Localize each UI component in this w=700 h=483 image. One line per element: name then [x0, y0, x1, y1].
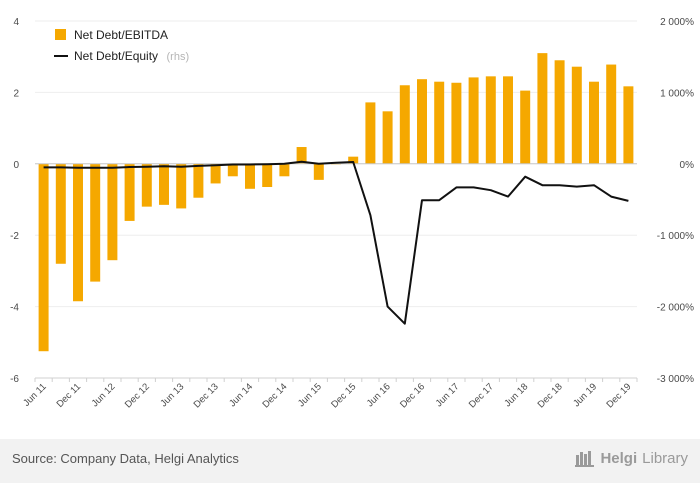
x-tick-label: Dec 11: [55, 381, 84, 410]
bar: [537, 53, 548, 164]
y-right-tick-label: -3 000%: [657, 374, 694, 385]
bar: [193, 163, 204, 198]
x-tick-label: Jun 12: [90, 381, 118, 409]
legend-label-bar: Net Debt/EBITDA: [74, 28, 168, 42]
x-tick-label: Dec 13: [192, 381, 221, 410]
y-axis-left: 4 2 0 -2 -4 -6: [10, 17, 19, 385]
bar: [434, 81, 445, 164]
series-line: [43, 160, 629, 325]
bar: [571, 66, 582, 164]
legend-swatch-bar: [55, 29, 66, 40]
y-right-tick-label: -2 000%: [657, 303, 694, 314]
bar: [73, 163, 83, 302]
bar: [348, 156, 359, 164]
y-axis-right: 2 000% 1 000% 0% -1 000% -2 000% -3 000%: [657, 17, 694, 385]
bar: [468, 77, 479, 164]
x-tick-label: Jun 18: [502, 381, 530, 409]
bar: [262, 163, 273, 188]
y-right-tick-label: 2 000%: [660, 17, 694, 28]
bar: [417, 79, 427, 164]
legend-label-line-group: Net Debt/Equity (rhs): [74, 47, 189, 64]
y-left-tick-label: -4: [10, 303, 19, 314]
x-tick-label: Dec 12: [123, 381, 152, 410]
bar: [589, 81, 599, 164]
bar: [606, 64, 617, 164]
bar: [38, 163, 49, 352]
bar: [520, 90, 531, 164]
legend-label-line: Net Debt/Equity: [74, 49, 158, 63]
bar: [279, 163, 290, 177]
bar: [296, 147, 307, 164]
bar: [382, 111, 393, 164]
bar: [124, 163, 135, 221]
y-right-tick-label: 1 000%: [660, 88, 694, 99]
brand-logo: Helgi Library: [575, 449, 688, 467]
line-series: [43, 160, 629, 325]
y-left-tick-label: 4: [13, 17, 19, 28]
brand-helgi: Helgi: [600, 449, 638, 467]
y-right-tick-label: -1 000%: [657, 231, 694, 242]
bar: [554, 60, 565, 164]
legend-label-line-note: (rhs): [167, 51, 190, 63]
x-tick-label: Dec 15: [329, 381, 358, 410]
bar: [159, 163, 169, 205]
bar: [176, 163, 187, 209]
library-books-icon: [575, 451, 595, 467]
x-tick-label: Jun 14: [227, 381, 255, 409]
x-tick-label: Jun 13: [158, 381, 186, 409]
bar: [623, 86, 634, 164]
x-tick-label: Dec 18: [536, 381, 565, 410]
x-tick-label: Dec 17: [467, 381, 496, 410]
x-tick-label: Jun 16: [365, 381, 393, 409]
bar: [313, 163, 324, 180]
footer: Source: Company Data, Helgi Analytics He…: [0, 439, 700, 483]
x-tick-label: Jun 19: [571, 381, 599, 409]
x-tick-label: Jun 17: [434, 381, 462, 409]
bar-series: [38, 53, 634, 352]
bar: [245, 163, 255, 189]
bar: [55, 163, 66, 264]
x-tick-label: Dec 19: [604, 381, 633, 410]
x-axis: Jun 11 Dec 11 Jun 12 Dec 12 Jun 13 Dec 13 Jun …: [21, 377, 638, 410]
y-left-tick-label: 0: [13, 160, 19, 171]
bar: [107, 163, 118, 261]
x-tick-label: Dec 16: [398, 381, 427, 410]
legend: Net Debt/EBITDA Net Debt/Equity (rhs): [54, 28, 189, 64]
bar: [210, 163, 221, 184]
bar: [485, 76, 496, 164]
bar: [365, 102, 376, 164]
y-left-tick-label: 2: [13, 88, 19, 99]
y-left-tick-label: -2: [10, 231, 19, 242]
brand-library: Library: [642, 449, 688, 467]
source-text: Source: Company Data, Helgi Analytics: [12, 451, 239, 466]
bar: [503, 76, 513, 164]
bar: [399, 85, 410, 164]
x-tick-label: Dec 14: [260, 381, 289, 410]
x-tick-label: Jun 15: [296, 381, 324, 409]
y-left-tick-label: -6: [10, 374, 19, 385]
chart: 4 2 0 -2 -4 -6 2 000% 1 000% 0% -1 000% -2 000% -3…: [10, 17, 694, 410]
bar: [227, 163, 238, 177]
x-tick-label: Jun 11: [21, 381, 48, 408]
bar: [141, 163, 152, 207]
bar: [90, 163, 101, 282]
y-right-tick-label: 0%: [680, 160, 695, 171]
bar: [451, 82, 462, 164]
